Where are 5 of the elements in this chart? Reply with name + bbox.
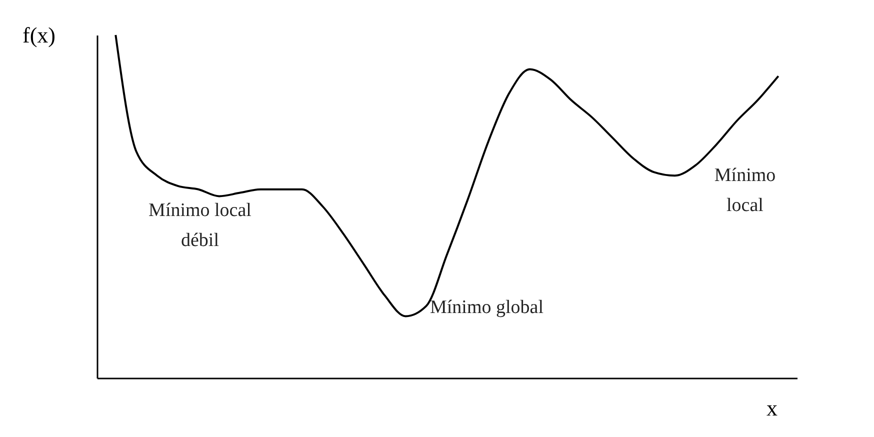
x-axis-title: x <box>766 396 778 420</box>
annotation: Mínimo local débil <box>148 200 252 251</box>
annotation: Mínimo global <box>430 297 544 318</box>
annotation: Mínimo local <box>714 165 776 216</box>
y-axis-title: f(x) <box>22 22 56 48</box>
